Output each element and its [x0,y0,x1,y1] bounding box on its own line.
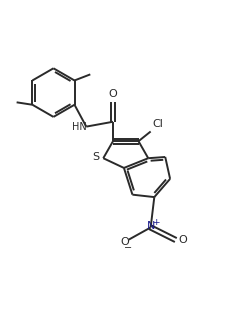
Text: +: + [152,217,160,227]
Text: O: O [178,235,187,245]
Text: O: O [121,237,130,247]
Text: S: S [92,152,99,162]
Text: HN: HN [71,121,86,132]
Text: O: O [109,89,117,99]
Text: −: − [124,243,132,253]
Text: Cl: Cl [152,119,163,129]
Text: N: N [147,221,155,231]
